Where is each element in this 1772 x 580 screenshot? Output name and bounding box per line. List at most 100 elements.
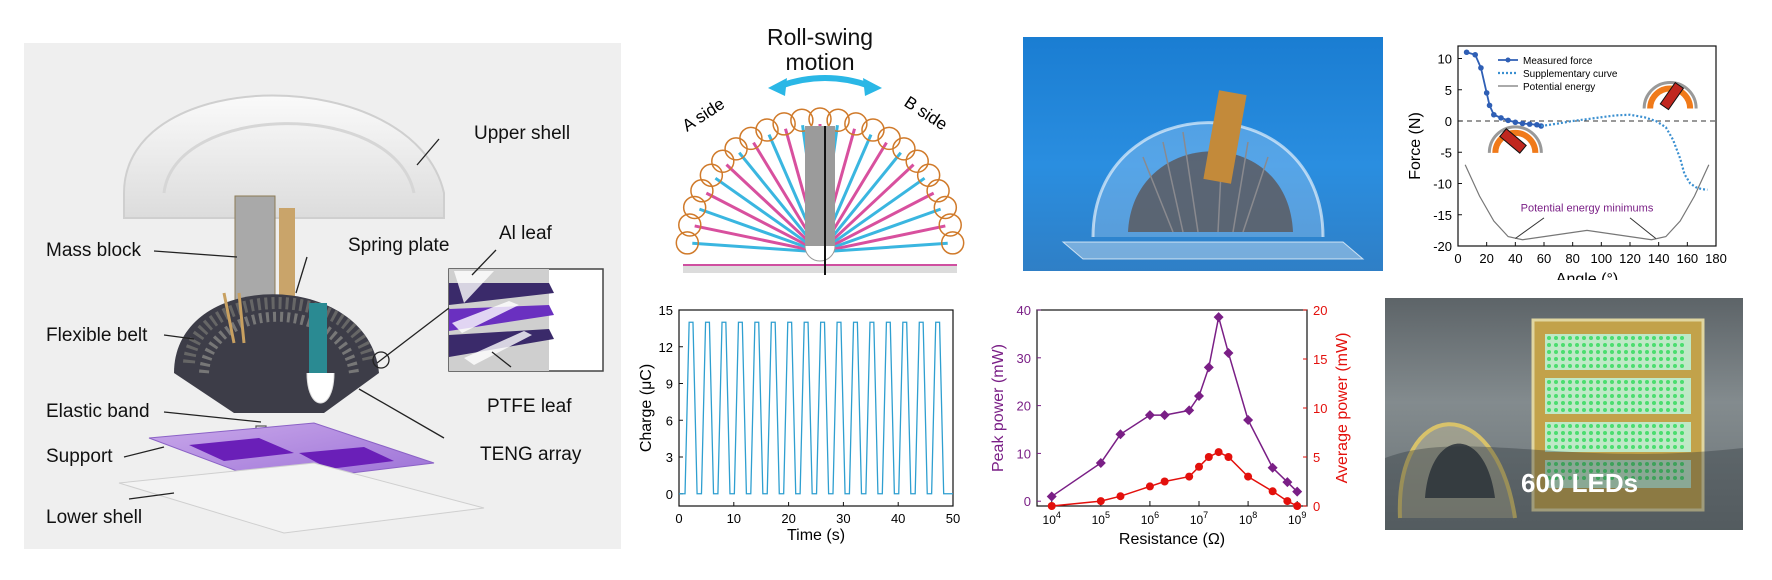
led-dot [1596, 431, 1600, 435]
led-dot [1547, 387, 1551, 391]
led-dot [1561, 438, 1565, 442]
led-dot [1673, 343, 1677, 347]
led-dot [1610, 476, 1614, 480]
led-dot [1589, 469, 1593, 473]
led-dot [1638, 438, 1642, 442]
led-dot [1659, 336, 1663, 340]
b-side-label: B side [901, 92, 951, 134]
fan-leaf [831, 241, 948, 253]
legend-entry: Potential energy [1523, 82, 1595, 93]
led-dot [1624, 364, 1628, 368]
led-dot [1666, 438, 1670, 442]
series-line [1051, 451, 1298, 507]
label-spring-plate: Spring plate [348, 235, 450, 256]
x-tick-label: 60 [1537, 251, 1551, 266]
led-dot [1561, 408, 1565, 412]
led-dot [1673, 387, 1677, 391]
led-dot [1624, 445, 1628, 449]
data-point [1538, 123, 1544, 129]
led-dot [1645, 336, 1649, 340]
fan-leaf [828, 176, 926, 247]
series-line [1051, 316, 1298, 498]
led-dot [1631, 343, 1635, 347]
led-dot [1589, 394, 1593, 398]
x-tick-label: 80 [1565, 251, 1579, 266]
data-point [1214, 448, 1223, 457]
led-dot [1596, 462, 1600, 466]
led-dot [1666, 476, 1670, 480]
led-dot [1680, 401, 1684, 405]
led-dot [1680, 364, 1684, 368]
led-dot [1624, 394, 1628, 398]
y2-axis-label: Average power (mW) [1334, 333, 1351, 484]
led-dot [1673, 445, 1677, 449]
led-dot [1638, 343, 1642, 347]
led-dot [1645, 469, 1649, 473]
fan-leaf-tip [826, 108, 850, 132]
led-dot [1638, 431, 1642, 435]
fan-leaf-tip [926, 179, 950, 203]
led-dot [1582, 408, 1586, 412]
led-dot [1645, 424, 1649, 428]
led-dot [1666, 350, 1670, 354]
x-tick-label: 140 [1648, 251, 1670, 266]
led-dot [1673, 350, 1677, 354]
x-tick-label: 30 [836, 511, 850, 526]
x-tick-label: 100 [1590, 251, 1612, 266]
data-point [1159, 410, 1170, 421]
x-axis-label: Time (s) [787, 527, 845, 544]
led-dot [1610, 462, 1614, 466]
led-dot [1631, 469, 1635, 473]
led-dot [1575, 387, 1579, 391]
led-dot [1645, 350, 1649, 354]
led-dot [1603, 438, 1607, 442]
led-dot [1603, 469, 1607, 473]
led-dot [1596, 394, 1600, 398]
led-dot [1568, 424, 1572, 428]
led-dot [1680, 343, 1684, 347]
y2-tick-label: 0 [1313, 499, 1320, 514]
led-dot [1624, 462, 1628, 466]
fan-leaf-tip [678, 213, 702, 237]
x-tick-label: 104 [1043, 510, 1061, 527]
led-dot [1582, 401, 1586, 405]
data-point [1498, 115, 1504, 121]
led-dot [1596, 380, 1600, 384]
led-dot [1652, 364, 1656, 368]
led-dot [1652, 336, 1656, 340]
led-dot [1659, 380, 1663, 384]
led-dot [1638, 394, 1642, 398]
data-point [1534, 121, 1540, 128]
data-point [1223, 348, 1234, 359]
led-dot [1547, 401, 1551, 405]
led-dot [1610, 438, 1614, 442]
led-dot [1666, 469, 1670, 473]
led-dot [1631, 350, 1635, 354]
led-dot [1666, 408, 1670, 412]
led-dot [1561, 445, 1565, 449]
led-dot [1659, 431, 1663, 435]
led-dot [1554, 469, 1558, 473]
annotation-arrow [1629, 217, 1657, 239]
x-tick-label: 20 [1479, 251, 1493, 266]
legend-marker [1505, 57, 1511, 63]
led-dot [1554, 387, 1558, 391]
led-dot [1673, 469, 1677, 473]
x-tick-label: 107 [1190, 510, 1208, 527]
led-dot [1645, 357, 1649, 361]
data-point [1283, 497, 1292, 506]
led-dot [1673, 394, 1677, 398]
fan-leaf [698, 207, 810, 250]
led-dot [1554, 336, 1558, 340]
led-dot [1659, 445, 1663, 449]
led-dot [1582, 424, 1586, 428]
led-dot [1638, 445, 1642, 449]
led-dot [1631, 424, 1635, 428]
x-tick-label: 0 [1454, 251, 1461, 266]
data-point [1486, 102, 1493, 109]
led-dot [1652, 357, 1656, 361]
led-dot [1631, 357, 1635, 361]
fan-leaf-tip [905, 149, 929, 173]
data-point [1505, 117, 1511, 124]
led-dot [1659, 476, 1663, 480]
